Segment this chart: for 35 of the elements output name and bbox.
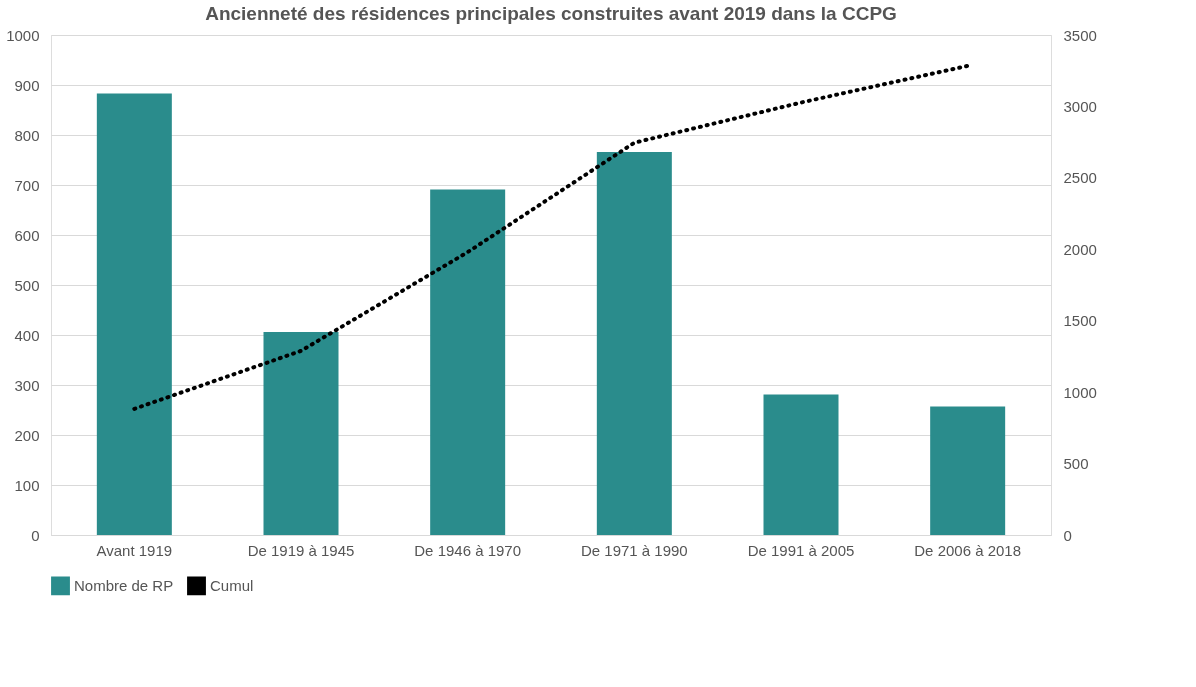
y-tick-label: 700: [14, 176, 40, 194]
y2-tick-label: 500: [1063, 455, 1089, 473]
y-tick-label: 400: [14, 326, 40, 344]
x-tick-label: De 2006 à 2018: [914, 541, 1022, 559]
bar: [96, 93, 172, 535]
y2-tick-label: 2000: [1063, 240, 1097, 258]
x-tick-label: De 1991 à 2005: [747, 541, 855, 559]
y-tick-label: 600: [14, 226, 40, 244]
y2-tick-label: 0: [1063, 526, 1072, 544]
y2-tick-label: 3000: [1063, 97, 1097, 115]
y-tick-label: 500: [14, 276, 40, 294]
y-tick-label: 200: [14, 426, 40, 444]
bar: [763, 394, 839, 535]
y2-tick-label: 1000: [1063, 383, 1097, 401]
y-tick-label: 900: [14, 76, 40, 94]
legend-label: Cumul: [210, 576, 254, 594]
y-tick-label: 300: [14, 376, 40, 394]
bar: [596, 152, 672, 535]
x-tick-label: De 1971 à 1990: [580, 541, 688, 559]
legend-label: Nombre de RP: [74, 576, 174, 594]
y2-tick-label: 1500: [1063, 312, 1097, 330]
y-tick-label: 100: [14, 476, 40, 494]
chart-title: Ancienneté des résidences principales construites avant 2019 dans la CCPG: [205, 3, 897, 24]
y-tick-label: 800: [14, 126, 40, 144]
bar: [430, 189, 506, 535]
bar: [263, 332, 339, 535]
y-tick-label: 1000: [6, 26, 40, 44]
line-series: [132, 63, 970, 411]
x-tick-label: De 1946 à 1970: [414, 541, 522, 559]
y2-tick-label: 3500: [1063, 26, 1097, 44]
x-tick-label: De 1919 à 1945: [247, 541, 355, 559]
y2-tick-label: 2500: [1063, 169, 1097, 187]
x-tick-label: Avant 1919: [96, 541, 173, 559]
y-tick-label: 0: [31, 526, 40, 544]
bar: [930, 406, 1006, 535]
